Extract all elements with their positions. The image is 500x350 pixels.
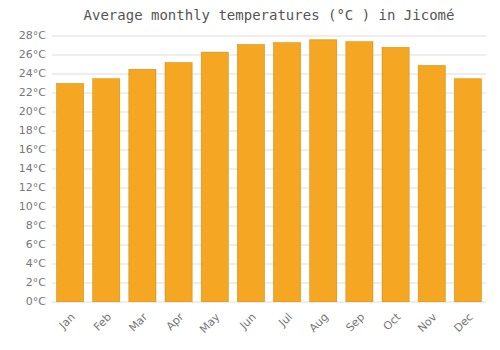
- x-tick-label: Mar: [126, 310, 150, 334]
- grid-line: [52, 55, 486, 56]
- y-tick-label: 4°C: [26, 257, 46, 270]
- bar: [418, 65, 445, 302]
- chart-container: 0°C 2°C 4°C 6°C 8°C 10°C 12°C 14°C 16°C 18°C 20°C 2…: [0, 0, 500, 350]
- x-tick-label: Nov: [415, 310, 440, 335]
- y-tick-label: 6°C: [26, 238, 46, 251]
- bar: [346, 42, 373, 302]
- bar: [382, 47, 409, 302]
- bar: [310, 40, 337, 302]
- x-tick-label: Dec: [451, 311, 475, 335]
- x-tick-label: Jan: [56, 311, 78, 333]
- y-tick-label: 24°C: [19, 67, 46, 80]
- bars: [57, 40, 482, 302]
- bar: [93, 79, 120, 302]
- y-tick-label: 16°C: [19, 143, 46, 156]
- x-tick-label: Aug: [307, 311, 331, 335]
- bar: [57, 84, 84, 303]
- x-tick-label: Sep: [343, 311, 367, 335]
- y-tick-label: 10°C: [19, 200, 46, 213]
- x-tick-label: Apr: [164, 310, 187, 333]
- x-tick-label: Oct: [381, 310, 404, 333]
- bar: [237, 45, 264, 302]
- x-tick-label: Jul: [276, 311, 295, 330]
- bar: [129, 69, 156, 302]
- y-tick-label: 14°C: [19, 162, 46, 175]
- y-tick-label: 0°C: [26, 295, 46, 308]
- x-tick-label: May: [197, 310, 223, 336]
- grid: [52, 36, 486, 302]
- y-tick-label: 28°C: [19, 29, 46, 42]
- y-tick-label: 8°C: [26, 219, 46, 232]
- grid-line: [52, 36, 486, 37]
- bar: [454, 79, 481, 302]
- y-tick-label: 2°C: [26, 276, 46, 289]
- y-axis: 0°C 2°C 4°C 6°C 8°C 10°C 12°C 14°C 16°C 18°C 20°C 2…: [19, 29, 46, 308]
- y-tick-label: 26°C: [19, 48, 46, 61]
- page: {"chart_data": {"type": "bar", "title": …: [0, 0, 500, 350]
- bar: [165, 63, 192, 302]
- x-tick-label: Jun: [237, 311, 259, 333]
- y-tick-label: 20°C: [19, 105, 46, 118]
- y-tick-label: 22°C: [19, 86, 46, 99]
- y-tick-label: 12°C: [19, 181, 46, 194]
- bar: [274, 43, 301, 302]
- y-tick-label: 18°C: [19, 124, 46, 137]
- x-tick-label: Feb: [91, 311, 114, 334]
- chart-svg: 0°C 2°C 4°C 6°C 8°C 10°C 12°C 14°C 16°C 18°C 20°C 2…: [0, 0, 500, 350]
- bar: [201, 52, 228, 302]
- title: Average monthly temperatures (°C ) in Ji…: [84, 7, 455, 23]
- x-axis: Jan Feb Mar Apr May Jun Jul Aug Sep Oct Nov Dec: [56, 310, 476, 336]
